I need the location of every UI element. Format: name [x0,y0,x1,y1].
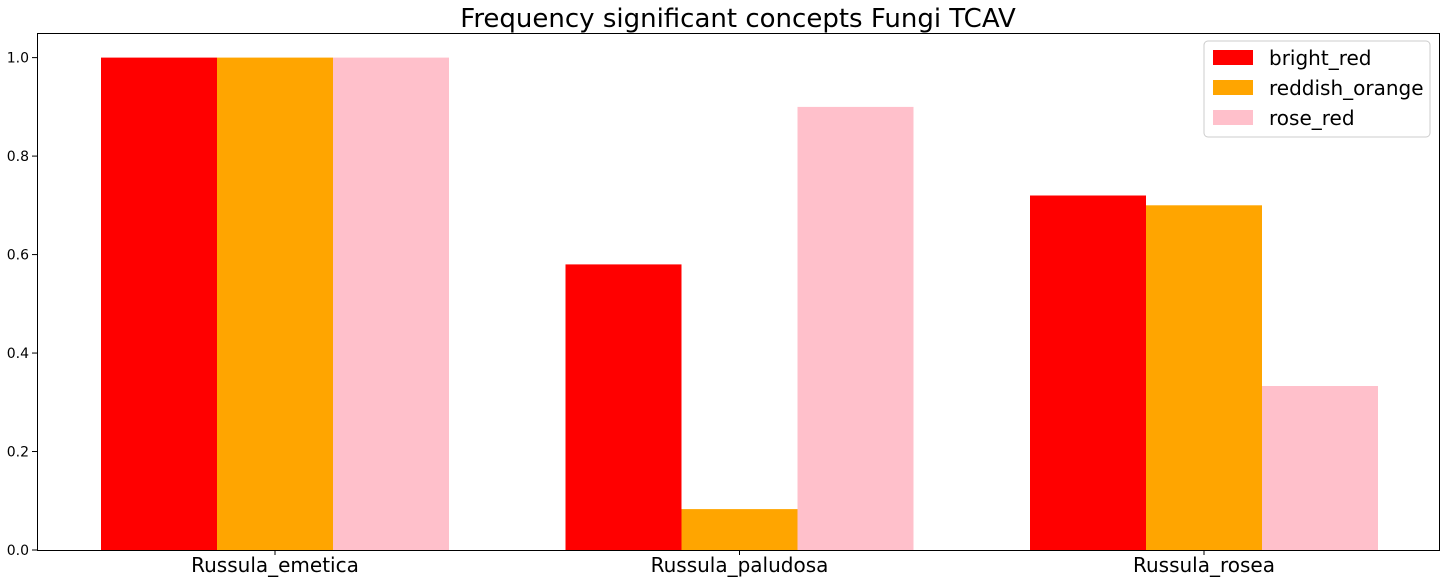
x-tick-label: Russula_emetica [191,553,359,577]
x-tick-label: Russula_rosea [1133,553,1275,577]
bar-rose_red-Russula_emetica [333,57,449,550]
bar-rose_red-Russula_rosea [1262,386,1378,550]
y-tick-label: 0.4 [7,346,29,362]
bar-bright_red-Russula_emetica [101,57,217,550]
y-tick-label: 0.2 [7,445,29,461]
x-tick-label: Russula_paludosa [651,553,829,577]
y-tick-label: 1.0 [7,51,29,67]
bar-reddish_orange-Russula_emetica [217,57,333,550]
bars-layer [101,57,1378,551]
bar-bright_red-Russula_paludosa [565,264,682,550]
chart-title: Frequency significant concepts Fungi TCA… [460,4,1016,34]
axes-layer: 0.0 0.2 0.4 0.6 0.8 1.0 Russula_emetica Russula… [7,33,1440,577]
legend-label-bright_red: bright_red [1269,46,1371,70]
bar-bright_red-Russula_rosea [1030,195,1146,550]
legend-swatch-bright_red [1213,50,1253,65]
legend-label-reddish_orange: reddish_orange [1269,76,1424,100]
plot-frame [37,33,1440,551]
y-tick-label: 0.6 [7,248,29,264]
y-tick-label: 0.0 [7,543,29,559]
legend-swatch-rose_red [1213,110,1253,125]
bar-reddish_orange-Russula_paludosa [681,509,798,550]
legend-label-rose_red: rose_red [1269,106,1355,130]
bar-reddish_orange-Russula_rosea [1146,205,1262,551]
y-tick-label: 0.8 [7,149,29,165]
legend-swatch-reddish_orange [1213,80,1253,95]
legend-frame [1203,40,1431,138]
bar-rose_red-Russula_paludosa [797,106,914,551]
legend: bright_red reddish_orange rose_red [1203,40,1431,138]
